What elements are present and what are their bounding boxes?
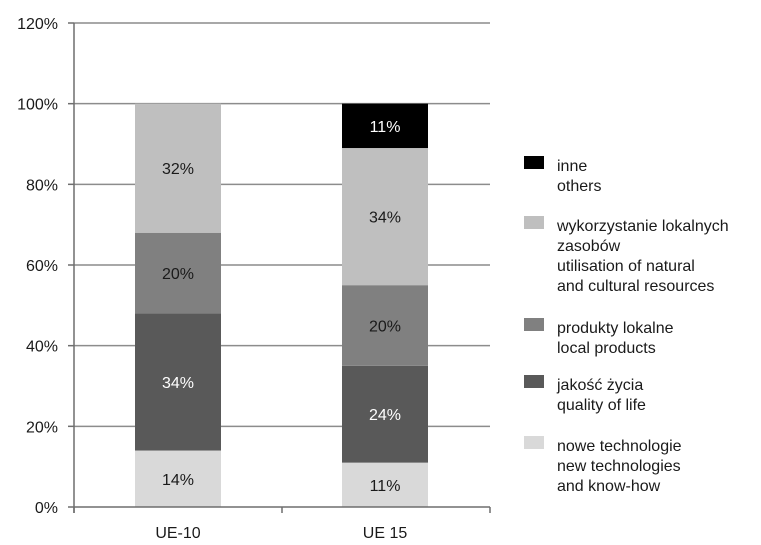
x-category-label: UE 15: [363, 525, 408, 542]
legend-label: jakość życia quality of life: [556, 377, 646, 414]
data-label: 11%: [370, 119, 401, 136]
y-tick-label: 40%: [26, 339, 58, 356]
bar-segment: [342, 148, 428, 286]
y-tick-label: 60%: [26, 258, 58, 275]
legend: inne others wykorzystanie lokalnych zasobów…: [524, 156, 729, 495]
data-label: 32%: [162, 161, 194, 178]
x-category-label: UE-10: [155, 525, 200, 542]
legend-swatch: [524, 436, 544, 449]
bar-segment: [342, 365, 428, 463]
legend-swatch: [524, 216, 544, 229]
bar-segment: [135, 103, 221, 233]
legend-label: produkty lokalne local products: [557, 320, 674, 357]
legend-label: inne others: [557, 158, 601, 195]
data-label: 20%: [369, 319, 401, 336]
y-tick-label: 20%: [26, 419, 58, 436]
y-tick-label: 0%: [35, 500, 58, 517]
bar-segment: [135, 450, 221, 507]
bar-segment: [342, 103, 428, 149]
data-label: 34%: [162, 375, 194, 392]
legend-swatch: [524, 375, 544, 388]
bar-segment: [342, 462, 428, 507]
legend-label: nowe technologie new technologies and know…: [557, 438, 682, 495]
data-label: 20%: [162, 266, 194, 283]
bar-segment: [135, 232, 221, 314]
legend-swatch: [524, 156, 544, 169]
y-tick-label: 100%: [17, 97, 58, 114]
bar-segment: [342, 285, 428, 366]
data-label: 11%: [370, 478, 401, 495]
legend-swatch: [524, 318, 544, 331]
data-label: 14%: [162, 472, 194, 489]
legend-label: wykorzystanie lokalnych zasobów utilisatio…: [556, 218, 729, 295]
data-label: 34%: [369, 210, 401, 227]
y-tick-label: 120%: [17, 16, 58, 33]
bar-segment: [135, 313, 221, 451]
y-tick-label: 80%: [26, 177, 58, 194]
data-label: 24%: [369, 407, 401, 424]
